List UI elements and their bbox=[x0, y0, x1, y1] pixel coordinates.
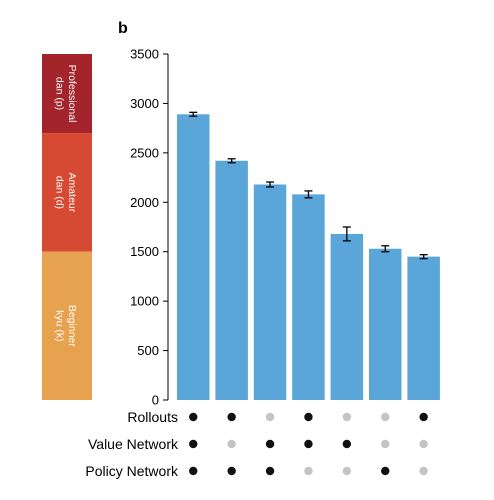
rank-band bbox=[42, 54, 92, 134]
rank-band-label: Beginnerkyu (k) bbox=[54, 305, 79, 348]
component-dot-off bbox=[265, 412, 275, 422]
component-dot-on bbox=[381, 466, 390, 476]
bar bbox=[292, 194, 325, 400]
component-dot-off bbox=[342, 466, 352, 476]
rank-band-label: Amateurdan (d) bbox=[54, 173, 79, 213]
component-label: Value Network bbox=[88, 436, 179, 452]
panel-label: b bbox=[118, 20, 128, 37]
component-dot-on bbox=[265, 466, 275, 476]
component-dot-on bbox=[189, 439, 198, 449]
component-matrix: Rollouts Value Network Policy Network bbox=[85, 409, 428, 479]
component-dot-off bbox=[419, 466, 428, 476]
y-tick-label: 500 bbox=[137, 343, 159, 358]
bar bbox=[253, 184, 287, 400]
rank-band-label-line: Beginner bbox=[66, 305, 78, 348]
component-dot-on bbox=[265, 439, 275, 449]
component-dot-on bbox=[189, 466, 198, 476]
rank-band-label-line: kyu (k) bbox=[54, 310, 66, 342]
component-dot-on bbox=[227, 466, 236, 476]
y-tick-label: 0 bbox=[152, 393, 159, 408]
y-tick-label: 3500 bbox=[130, 47, 159, 62]
component-dot-on bbox=[227, 412, 236, 422]
component-dot-off bbox=[419, 439, 428, 449]
component-label: Policy Network bbox=[85, 463, 179, 479]
component-dot-on bbox=[189, 412, 198, 422]
component-dot-off bbox=[304, 466, 313, 476]
component-dot-off bbox=[342, 412, 352, 422]
bar bbox=[330, 233, 364, 400]
bar bbox=[177, 114, 210, 400]
y-tick-label: 1500 bbox=[130, 244, 159, 259]
component-dot-off bbox=[227, 439, 236, 449]
rank-band-label: Professionaldan (p) bbox=[54, 65, 79, 123]
bar bbox=[369, 248, 402, 400]
y-tick-label: 1000 bbox=[130, 294, 159, 309]
rank-band bbox=[42, 251, 92, 400]
rank-band-label-line: Professional bbox=[66, 65, 78, 123]
component-dot-on bbox=[304, 439, 313, 449]
y-axis: 0 500 1000 1500 2000 2500 3000 3500 bbox=[130, 47, 169, 408]
rank-band-label-line: Amateur bbox=[66, 173, 78, 213]
bar bbox=[215, 160, 248, 400]
y-tick-label: 2000 bbox=[130, 195, 159, 210]
component-label: Rollouts bbox=[127, 409, 178, 425]
rank-band bbox=[42, 133, 92, 252]
component-dot-on bbox=[304, 412, 313, 422]
rank-band-label-line: dan (d) bbox=[54, 176, 66, 209]
bar bbox=[407, 256, 440, 400]
component-dot-on bbox=[342, 439, 352, 449]
rank-band-label-line: dan (p) bbox=[54, 77, 66, 110]
component-dot-on bbox=[419, 412, 428, 422]
rank-bands: Professionaldan (p) Amateurdan (d) Beginne… bbox=[42, 54, 92, 400]
y-tick-label: 2500 bbox=[130, 145, 159, 160]
component-dot-off bbox=[381, 439, 390, 449]
bars bbox=[177, 111, 440, 400]
y-tick-label: 3000 bbox=[130, 96, 159, 111]
component-dot-off bbox=[381, 412, 390, 422]
